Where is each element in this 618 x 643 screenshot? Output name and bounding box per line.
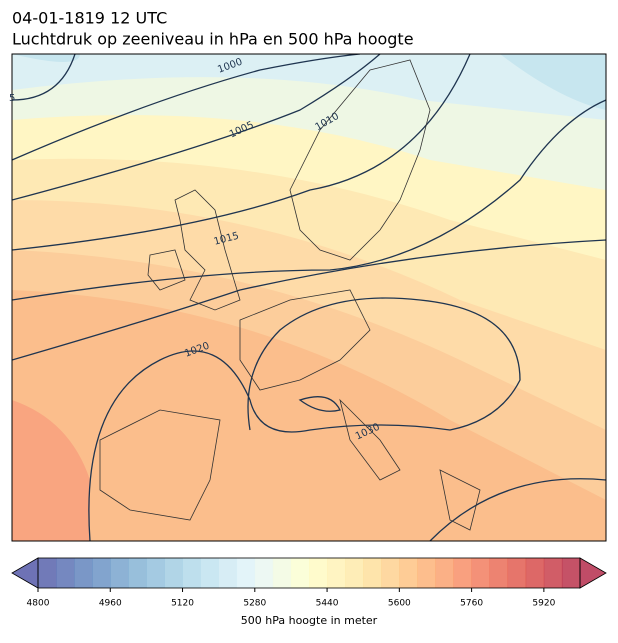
colorbar-box: [399, 558, 418, 588]
colorbar-box: [38, 558, 57, 588]
colorbar-box: [110, 558, 129, 588]
colorbar: 4800 4960 5120 5280 5440 5600 5760 5920: [11, 557, 607, 609]
colorbar-box: [417, 558, 436, 588]
colorbar-tick-label: 4960: [99, 599, 122, 609]
contour-label: 5: [9, 93, 15, 104]
colorbar-box: [272, 558, 292, 588]
title: 04-01-1819 12 UTC: [12, 9, 167, 28]
colorbar-box: [489, 558, 509, 588]
colorbar-box: [327, 558, 346, 588]
colorbar-tick-label: 5760: [460, 599, 483, 609]
colorbar-box: [254, 558, 274, 588]
colorbar-extend-high: [579, 557, 607, 589]
colorbar-box: [200, 558, 219, 588]
colorbar-box: [92, 558, 111, 588]
colorbar-box: [435, 558, 454, 588]
colorbar-box: [236, 558, 256, 588]
colorbar-box: [381, 558, 400, 588]
colorbar-tick-label: 5600: [388, 599, 411, 609]
colorbar-box: [471, 558, 490, 588]
colorbar-box: [182, 558, 201, 588]
colorbar-box: [218, 558, 238, 588]
colorbar-box: [345, 558, 364, 588]
colorbar-label: 500 hPa hoogte in meter: [241, 614, 378, 627]
map-frame: [11, 53, 607, 542]
colorbar-box: [525, 558, 545, 588]
colorbar-tick-label: 5440: [316, 599, 339, 609]
colorbar-frame: [37, 557, 581, 589]
colorbar-tick-label: 4800: [27, 599, 50, 609]
map: [12, 54, 606, 541]
colorbar-box: [56, 558, 75, 588]
colorbar-box: [128, 558, 147, 588]
colorbar-tick-label: 5120: [171, 599, 194, 609]
colorbar-box: [453, 558, 472, 588]
colorbar-box: [543, 558, 563, 588]
colorbar-extend-low: [11, 557, 39, 589]
colorbar-tick-label: 5920: [532, 599, 555, 609]
colorbar-box: [363, 558, 382, 588]
subtitle: Luchtdruk op zeeniveau in hPa en 500 hPa…: [12, 30, 414, 49]
colorbar-box: [309, 558, 328, 588]
colorbar-box: [561, 558, 581, 588]
colorbar-box: [164, 558, 183, 588]
colorbar-box: [146, 558, 165, 588]
colorbar-box: [74, 558, 93, 588]
colorbar-box: [507, 558, 527, 588]
colorbar-tick-label: 5280: [243, 599, 266, 609]
colorbar-box: [290, 558, 310, 588]
